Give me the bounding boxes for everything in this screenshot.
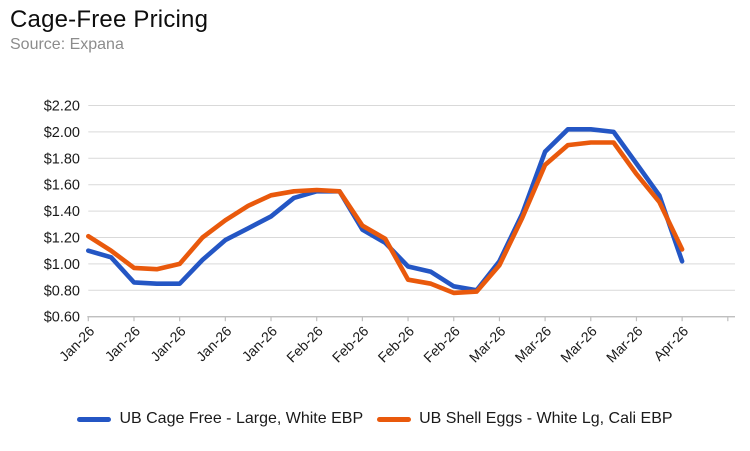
y-axis-label: $1.40 <box>44 204 80 220</box>
x-axis-label: Feb-26 <box>375 323 418 366</box>
x-axis-label: Jan-26 <box>193 323 235 365</box>
x-axis-label: Jan-26 <box>102 323 144 365</box>
y-axis-label: $2.00 <box>44 125 80 141</box>
legend-item-shell-eggs: UB Shell Eggs - White Lg, Cali EBP <box>377 410 673 428</box>
source-label: Source: Expana <box>10 36 124 53</box>
chart-legend: UB Cage Free - Large, White EBP UB Shell… <box>0 402 750 436</box>
y-axis-label: $2.20 <box>44 99 80 115</box>
x-axis-label: Mar-26 <box>557 323 600 366</box>
legend-swatch-orange <box>377 416 412 422</box>
x-axis-label: Mar-26 <box>466 323 509 366</box>
legend-label-cage-free: UB Cage Free - Large, White EBP <box>119 410 364 427</box>
x-axis-label: Feb-26 <box>283 323 326 366</box>
y-axis-label: $1.80 <box>44 151 80 167</box>
y-axis-label: $1.00 <box>44 257 80 273</box>
x-axis-label: Apr-26 <box>650 323 691 364</box>
y-axis-label: $1.60 <box>44 178 80 194</box>
x-axis-label: Feb-26 <box>329 323 372 366</box>
x-axis-label: Jan-26 <box>56 323 98 365</box>
x-axis-label: Feb-26 <box>420 323 463 366</box>
y-axis-label: $0.80 <box>44 283 80 299</box>
legend-label-shell-eggs: UB Shell Eggs - White Lg, Cali EBP <box>419 410 673 427</box>
y-axis-label: $1.20 <box>44 231 80 247</box>
x-axis-label: Jan-26 <box>147 323 189 365</box>
series-line-shell-eggs <box>86 140 685 296</box>
legend-swatch-blue <box>77 416 112 422</box>
line-chart: $0.60 $0.80 $1.00 $1.20 $1.40 $1.60 $1.80 $2.00… <box>44 99 735 366</box>
x-axis-label: Mar-26 <box>603 323 646 366</box>
y-axis-label: $0.60 <box>44 310 80 326</box>
page-title: Cage-Free Pricing <box>10 6 209 33</box>
x-axis-label: Mar-26 <box>512 323 555 366</box>
legend-item-cage-free: UB Cage Free - Large, White EBP <box>77 410 363 428</box>
x-axis-label: Jan-26 <box>239 323 281 365</box>
